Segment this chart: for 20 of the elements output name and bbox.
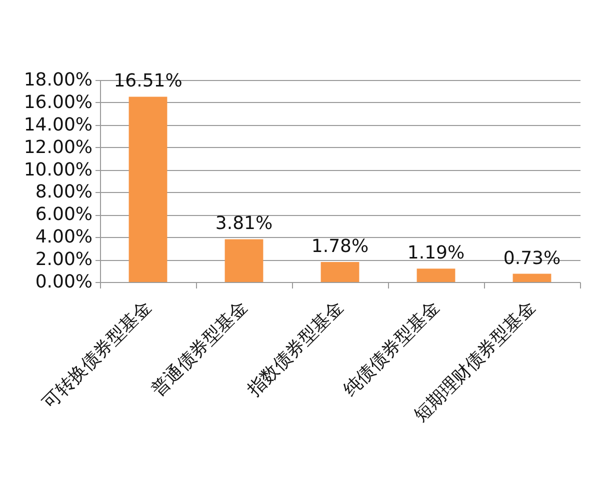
y-tick-label: 12.00% bbox=[24, 136, 92, 158]
y-tick-label: 18.00% bbox=[24, 70, 92, 90]
bar bbox=[128, 96, 168, 282]
data-label: 16.51% bbox=[114, 70, 182, 92]
y-tick-label: 16.00% bbox=[24, 92, 92, 113]
y-tick-label: 14.00% bbox=[24, 114, 92, 136]
data-label: 3.81% bbox=[215, 213, 273, 234]
bar bbox=[320, 262, 360, 282]
y-tick-label: 0.00% bbox=[35, 272, 92, 292]
bar bbox=[224, 239, 264, 282]
bar bbox=[512, 274, 552, 282]
bar bbox=[416, 268, 456, 282]
data-label: 0.73% bbox=[503, 248, 561, 269]
data-label: 1.19% bbox=[407, 242, 465, 264]
data-label: 1.78% bbox=[311, 236, 369, 258]
y-tick-label: 10.00% bbox=[24, 159, 92, 180]
y-tick-label: 4.00% bbox=[35, 226, 92, 248]
y-tick-label: 6.00% bbox=[35, 204, 92, 226]
y-tick-label: 8.00% bbox=[35, 182, 92, 203]
y-tick-label: 2.00% bbox=[35, 249, 92, 270]
